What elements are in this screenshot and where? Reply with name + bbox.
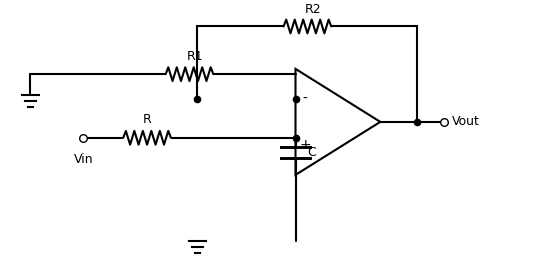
Text: +: + xyxy=(299,138,311,152)
Text: R1: R1 xyxy=(187,50,203,63)
Text: Vin: Vin xyxy=(74,153,93,166)
Text: R: R xyxy=(143,113,152,126)
Text: C: C xyxy=(307,146,316,159)
Text: Vout: Vout xyxy=(452,115,480,128)
Text: R2: R2 xyxy=(305,3,321,16)
Text: -: - xyxy=(302,92,308,106)
